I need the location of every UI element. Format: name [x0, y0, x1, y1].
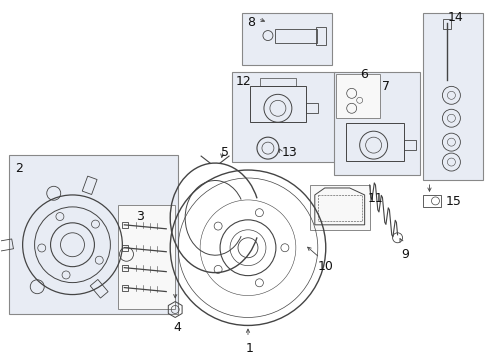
Text: 11: 11 [368, 192, 383, 205]
Text: 9: 9 [401, 248, 410, 261]
Text: 2: 2 [15, 162, 23, 175]
Bar [122, 222, 128, 228]
Text: 4: 4 [173, 321, 181, 334]
Bar [275, 28, 317, 42]
Text: 10: 10 [318, 260, 334, 273]
Text: 5: 5 [221, 146, 229, 159]
Bar [423, 195, 441, 207]
Bar [334, 72, 419, 175]
Text: 12: 12 [236, 75, 252, 89]
Text: 15: 15 [445, 195, 461, 208]
Bar [346, 123, 404, 161]
Bar [306, 103, 318, 113]
Bar [122, 245, 128, 251]
Text: 3: 3 [136, 210, 144, 223]
Text: 1: 1 [246, 342, 254, 355]
Bar [119, 205, 175, 310]
Bar [122, 265, 128, 271]
Text: 6: 6 [360, 68, 368, 81]
Bar [82, 176, 97, 194]
Bar [9, 155, 178, 315]
Bar [423, 13, 483, 180]
Bar [443, 19, 451, 28]
Bar [336, 75, 380, 118]
Text: 7: 7 [382, 80, 390, 93]
Bar [318, 195, 362, 221]
Bar [90, 279, 108, 298]
Bar [310, 185, 369, 230]
Bar [122, 285, 128, 291]
Bar [0, 239, 13, 252]
Bar [250, 86, 306, 122]
Bar [316, 27, 326, 45]
Text: 13: 13 [282, 145, 297, 159]
Bar [232, 72, 335, 162]
Bar [242, 13, 332, 66]
Text: 14: 14 [447, 11, 463, 24]
Bar [404, 140, 416, 150]
Bar [260, 78, 296, 86]
Text: 8: 8 [247, 15, 255, 29]
